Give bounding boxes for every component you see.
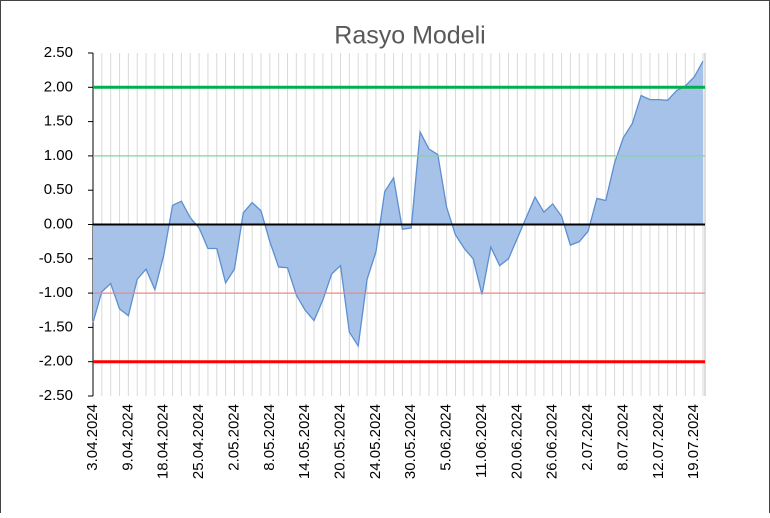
y-tick-label: 1.00 (44, 147, 73, 164)
x-tick-label: 8.05.2024 (261, 404, 278, 471)
x-tick-label: 26.06.2024 (544, 404, 561, 479)
y-tick-label: -2.50 (39, 387, 73, 404)
x-tick-label: 3.04.2024 (84, 404, 101, 471)
x-tick-label: 9.04.2024 (119, 404, 136, 471)
x-tick-label: 20.05.2024 (332, 404, 349, 479)
y-tick-label: 0.50 (44, 181, 73, 198)
y-tick-label: 2.50 (44, 44, 73, 61)
x-tick-label: 8.07.2024 (614, 404, 631, 471)
x-tick-label: 20.06.2024 (508, 404, 525, 479)
x-tick-label: 11.06.2024 (473, 404, 490, 478)
y-tick-label: -1.00 (39, 284, 73, 301)
y-tick-label: -0.50 (39, 250, 73, 267)
x-tick-label: 18.04.2024 (155, 404, 172, 479)
y-tick-label: 2.00 (44, 78, 73, 95)
x-tick-label: 19.07.2024 (685, 404, 702, 479)
x-tick-label: 30.05.2024 (402, 404, 419, 479)
x-tick-label: 2.05.2024 (225, 404, 242, 471)
x-tick-label: 14.05.2024 (296, 404, 313, 479)
x-tick-label: 25.04.2024 (190, 404, 207, 479)
chart-title: Rasyo Modeli (334, 22, 485, 50)
y-tick-label: -2.00 (39, 353, 73, 370)
x-tick-label: 5.06.2024 (438, 404, 455, 471)
x-tick-label: 12.07.2024 (650, 404, 667, 479)
area-outline (92, 60, 704, 348)
y-tick-label: -1.50 (39, 318, 73, 335)
y-tick-label: 1.50 (44, 113, 73, 130)
x-tick-label: 24.05.2024 (367, 404, 384, 479)
y-tick-label: 0.00 (44, 215, 73, 232)
x-tick-label: 2.07.2024 (579, 404, 596, 471)
